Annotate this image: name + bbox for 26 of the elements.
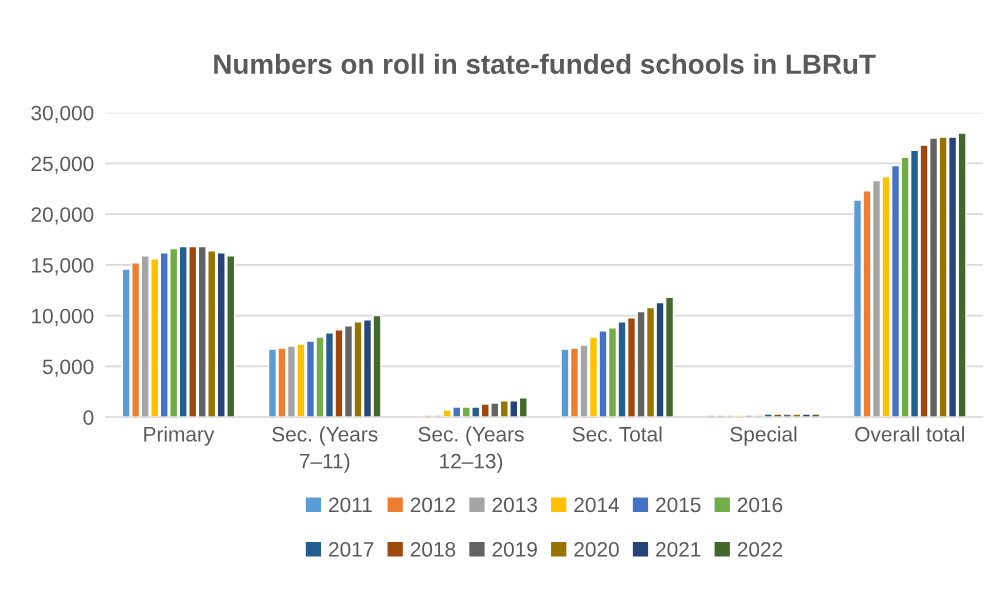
legend-label: 2019	[492, 542, 537, 557]
legend-label: 2014	[574, 497, 620, 513]
x-tick-label: Primary	[144, 426, 215, 446]
legend-label: 2021	[656, 542, 701, 557]
y-tick-label: 30,000	[31, 105, 94, 123]
x-tick-label: Overall total	[855, 426, 964, 442]
y-tick-label: 10,000	[32, 308, 94, 326]
legend-label: 2022	[737, 542, 783, 557]
legend-label: 2020	[574, 542, 619, 557]
legend-label: 2016	[737, 497, 783, 513]
legend-label: 2018	[410, 542, 456, 557]
x-tick-label: Sec. Total	[572, 426, 662, 442]
y-tick-label: 20,000	[31, 207, 94, 225]
legend-label: 2013	[492, 497, 537, 513]
legend-label: 2017	[329, 542, 374, 557]
y-tick-label: 0	[83, 410, 94, 425]
y-tick-label: 25,000	[31, 156, 94, 174]
chart-title: Numbers on roll in state-funded schools in LBRuT	[214, 53, 876, 75]
y-tick-label: 15,000	[32, 257, 94, 276]
legend-label: 2011	[329, 497, 372, 513]
x-tick-label: Sec. (Years 7–11)	[272, 426, 378, 473]
x-tick-label: Sec. (Years 12–13)	[418, 426, 524, 473]
x-tick-label: Special	[730, 426, 797, 446]
y-tick-label: 5,000	[42, 359, 94, 377]
legend-label: 2015	[656, 497, 701, 513]
legend-label: 2012	[410, 497, 456, 513]
